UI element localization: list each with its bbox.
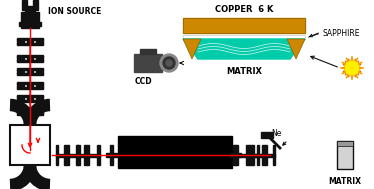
Bar — [183, 35, 305, 39]
Bar — [249, 145, 251, 165]
Text: Ne: Ne — [271, 129, 282, 138]
Bar — [17, 95, 43, 97]
Bar — [23, 0, 26, 5]
Bar — [56, 153, 66, 156]
Bar — [64, 145, 66, 165]
Bar — [36, 109, 43, 114]
Bar — [17, 108, 43, 110]
Bar — [230, 153, 241, 157]
Bar — [27, 109, 33, 114]
Bar — [140, 49, 156, 54]
Bar — [262, 145, 265, 165]
Bar — [77, 145, 80, 165]
Text: MATRIX: MATRIX — [226, 67, 262, 77]
Polygon shape — [183, 39, 305, 59]
Bar — [261, 132, 273, 138]
Bar — [97, 145, 100, 165]
Bar — [36, 83, 43, 88]
Text: ION SOURCE: ION SOURCE — [48, 8, 101, 16]
Bar — [21, 12, 39, 28]
Bar — [183, 18, 305, 33]
Bar — [17, 55, 43, 57]
Bar — [17, 73, 43, 75]
Bar — [17, 43, 43, 45]
Polygon shape — [183, 39, 201, 59]
Bar — [17, 96, 24, 101]
Bar — [235, 145, 238, 165]
Bar — [17, 100, 43, 102]
Bar — [118, 136, 232, 168]
Circle shape — [160, 54, 178, 72]
Bar — [76, 153, 86, 156]
Text: MASS FILTER: MASS FILTER — [145, 177, 205, 185]
Bar — [246, 145, 249, 165]
Bar — [86, 153, 100, 156]
Bar — [257, 145, 259, 165]
Bar — [27, 83, 33, 88]
Text: COPPER  6 K: COPPER 6 K — [215, 5, 273, 15]
Bar — [10, 125, 50, 165]
Bar — [183, 18, 305, 33]
Bar — [251, 153, 265, 156]
Bar — [36, 96, 43, 101]
Bar — [66, 145, 69, 165]
Bar — [265, 153, 275, 156]
Bar — [17, 87, 43, 89]
Bar — [17, 68, 43, 70]
Bar — [27, 69, 33, 74]
Bar — [34, 0, 37, 5]
Bar — [27, 39, 33, 44]
Bar — [265, 145, 267, 165]
Circle shape — [163, 57, 175, 69]
Bar — [17, 113, 43, 115]
Bar — [17, 69, 24, 74]
Bar — [337, 141, 353, 169]
Bar — [249, 153, 259, 156]
Bar — [251, 145, 254, 165]
Circle shape — [166, 60, 172, 66]
Bar — [86, 145, 89, 165]
Text: SAPPHIRE: SAPPHIRE — [323, 29, 361, 37]
Circle shape — [345, 61, 359, 75]
Text: MATRIX: MATRIX — [328, 177, 362, 185]
Bar — [19, 22, 41, 26]
Bar — [36, 56, 43, 61]
Bar — [106, 153, 117, 157]
Bar — [17, 38, 43, 40]
Bar — [84, 145, 86, 165]
Bar — [17, 60, 43, 62]
Bar — [233, 145, 236, 165]
Bar — [33, 0, 38, 10]
Bar — [17, 39, 24, 44]
Bar — [17, 82, 43, 84]
Bar — [25, 6, 35, 18]
Bar — [134, 54, 162, 72]
Bar — [110, 145, 113, 165]
Bar — [76, 145, 78, 165]
Text: CCD: CCD — [134, 77, 152, 87]
Polygon shape — [342, 58, 362, 78]
Bar — [36, 39, 43, 44]
Bar — [235, 153, 249, 156]
Bar — [17, 83, 24, 88]
Bar — [27, 96, 33, 101]
Bar — [56, 145, 58, 165]
Bar — [27, 56, 33, 61]
Bar — [17, 56, 24, 61]
Bar — [17, 109, 24, 114]
Bar — [36, 69, 43, 74]
Polygon shape — [287, 39, 305, 59]
Bar — [337, 141, 353, 146]
Bar — [273, 145, 275, 165]
Bar — [66, 153, 80, 156]
Bar — [22, 0, 27, 10]
